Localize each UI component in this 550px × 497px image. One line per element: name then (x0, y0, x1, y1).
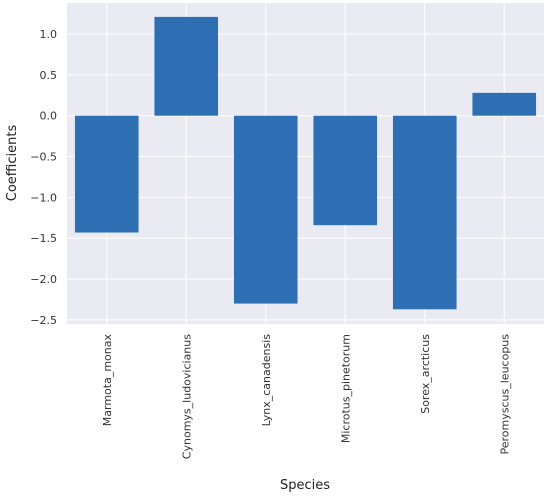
y-tick-label: −1.5 (30, 232, 57, 245)
bar (154, 16, 219, 116)
y-tick-label: 0.0 (40, 110, 58, 123)
y-tick-label: 0.5 (40, 69, 58, 82)
y-tick-labels: 1.0 0.5 0.0 −0.5 −1.0 −1.5 −2.0 −2.5 (30, 28, 57, 327)
x-axis-title: Species (280, 478, 330, 493)
y-axis-title: Coefficients (5, 125, 20, 202)
x-tick-labels: Marmota_monax Cynomys_ludovicianus Lynx_ca… (101, 334, 512, 460)
x-tick-label: Peromyscus_leucopus (498, 334, 511, 455)
y-tick-label: −0.5 (30, 151, 57, 164)
plot-area (67, 3, 544, 324)
x-tick-label: Lynx_canadensis (260, 334, 273, 427)
x-tick-label: Microtus_pinetorum (339, 334, 352, 443)
bar (472, 92, 537, 116)
x-tick-label: Marmota_monax (101, 334, 114, 427)
bars (74, 16, 537, 310)
bar (313, 115, 378, 226)
y-tick-label: 1.0 (40, 28, 58, 41)
bar (392, 115, 457, 310)
y-tick-label: −2.0 (30, 273, 57, 286)
x-tick-label: Cynomys_ludovicianus (180, 334, 193, 459)
x-tick-label: Sorex_arcticus (419, 334, 432, 414)
bar (74, 115, 139, 233)
y-tick-label: −1.0 (30, 191, 57, 204)
y-tick-label: −2.5 (30, 314, 57, 327)
bar (233, 115, 298, 304)
